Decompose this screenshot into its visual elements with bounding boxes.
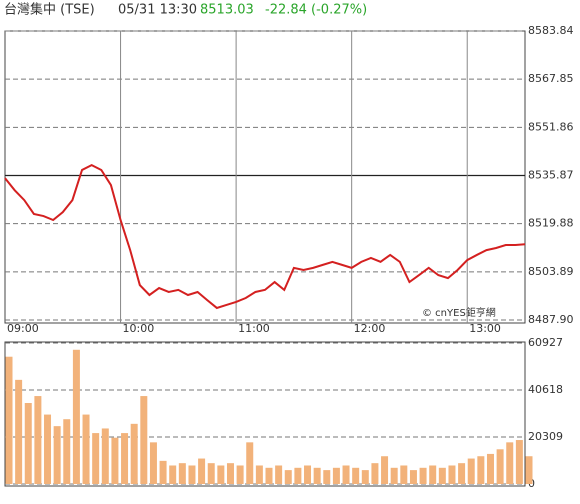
volume-bar [121, 433, 129, 484]
volume-bar [409, 470, 417, 484]
volume-bar [371, 463, 379, 484]
volume-bar [429, 465, 437, 484]
volume-bar [352, 467, 360, 484]
volume-bar [72, 349, 80, 484]
volume-bar [438, 467, 446, 484]
x-tick-label: 10:00 [123, 322, 155, 335]
last-price: 8513.03 [200, 3, 254, 18]
volume-bar [381, 456, 389, 484]
volume-bar [525, 456, 533, 484]
volume-bar [458, 463, 466, 484]
volume-bar [159, 460, 167, 484]
volume-bar [34, 396, 42, 484]
volume-bar [217, 465, 225, 484]
volume-bar [44, 414, 52, 484]
y-tick-label: 40618 [528, 383, 563, 396]
volume-bar [361, 470, 369, 484]
x-tick-label: 13:00 [469, 322, 501, 335]
volume-bar [5, 356, 13, 484]
y-tick-label: 20309 [528, 430, 563, 443]
volume-bar [294, 467, 302, 484]
volume-bar [130, 423, 138, 484]
volume-bar [207, 463, 215, 484]
volume-bar [255, 465, 263, 484]
volume-bar [275, 465, 283, 484]
volume-bar [467, 458, 475, 484]
volume-bar [390, 467, 398, 484]
x-tick-label: 12:00 [354, 322, 386, 335]
volume-bar [111, 437, 119, 484]
volume-bar [304, 465, 312, 484]
y-tick-label: 8567.85 [528, 72, 574, 85]
volume-bar [265, 467, 273, 484]
volume-bar [515, 440, 523, 484]
volume-bar [198, 458, 206, 484]
volume-bar [63, 419, 71, 484]
y-tick-label: 60927 [528, 336, 563, 349]
volume-bar [448, 465, 456, 484]
price-line [4, 164, 526, 310]
volume-bar [140, 396, 148, 484]
y-tick-label: 8503.89 [528, 265, 574, 278]
watermark: © cnYES鉅亨網 [422, 306, 496, 319]
volume-bar [486, 453, 494, 484]
x-tick-label: 11:00 [238, 322, 270, 335]
timestamp: 05/31 13:30 [118, 3, 197, 18]
volume-bar [82, 414, 90, 484]
volume-bar [419, 467, 427, 484]
volume-bar [477, 456, 485, 484]
x-tick-label: 09:00 [7, 322, 39, 335]
y-tick-label: 8535.87 [528, 169, 574, 182]
volume-bar [178, 463, 186, 484]
volume-panel [4, 341, 526, 487]
y-tick-label: 8551.86 [528, 120, 574, 133]
volume-bar [101, 428, 109, 484]
volume-bar [284, 470, 292, 484]
volume-bar [246, 442, 254, 484]
volume-bar [226, 463, 234, 484]
index-name: 台灣集中 (TSE) [4, 2, 95, 18]
volume-bar [169, 465, 177, 484]
volume-bar [400, 465, 408, 484]
volume-bar [188, 465, 196, 484]
volume-bar [92, 433, 100, 484]
y-tick-label: 8583.84 [528, 24, 574, 37]
y-tick-label: 8519.88 [528, 217, 574, 230]
volume-bar [342, 465, 350, 484]
volume-bar [15, 379, 23, 484]
price-panel [4, 30, 526, 324]
price-change: -22.84 (-0.27%) [265, 3, 367, 18]
y-tick-label: 8487.90 [528, 313, 574, 326]
volume-bar [323, 470, 331, 484]
volume-bar [313, 467, 321, 484]
volume-bar [332, 467, 340, 484]
volume-bar [24, 403, 32, 484]
volume-bar [496, 449, 504, 484]
volume-bar [506, 442, 514, 484]
volume-bar [149, 442, 157, 484]
volume-bar [53, 426, 61, 484]
volume-bar [236, 465, 244, 484]
